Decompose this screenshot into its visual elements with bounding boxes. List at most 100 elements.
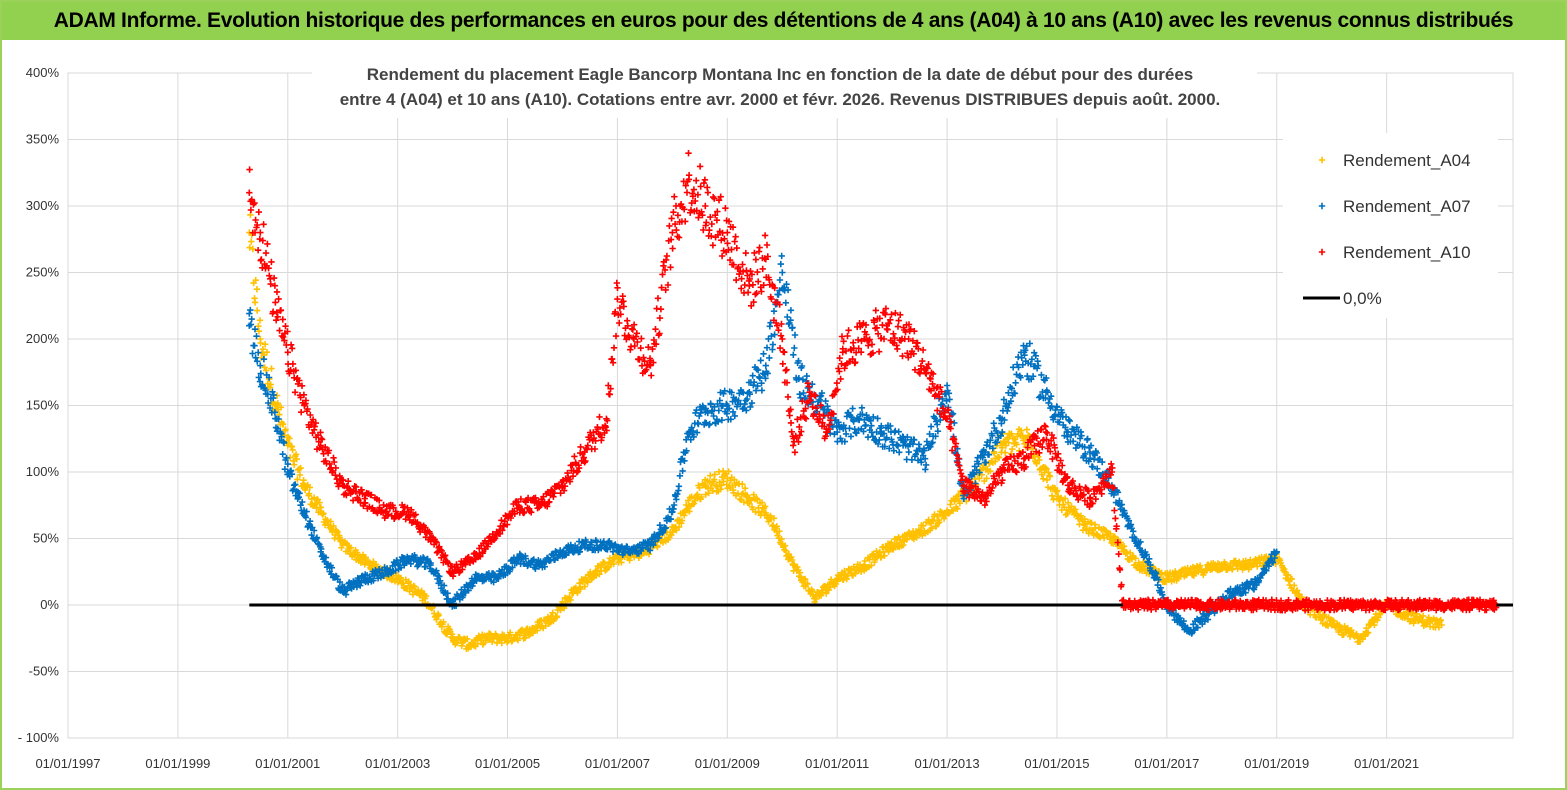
legend-label: Rendement_A04 [1343,151,1471,170]
data-point [336,534,343,541]
data-point [879,321,886,329]
data-point [782,299,789,306]
data-point [251,326,259,333]
data-point [284,349,291,356]
data-point [708,220,715,228]
data-point [918,459,925,466]
data-point [1437,616,1444,624]
data-point [277,404,285,411]
data-point [896,449,903,456]
data-point [803,372,810,380]
data-point [263,349,271,356]
data-point [759,265,766,273]
data-point [1084,435,1091,442]
data-point [639,544,646,551]
data-point [861,557,869,565]
data-point [736,495,744,503]
data-point [1284,571,1292,579]
data-point [922,461,930,469]
data-point [749,372,756,379]
data-point [1000,396,1008,403]
data-point [752,256,760,263]
data-point [1038,371,1045,379]
data-point [705,489,712,497]
data-point [656,314,664,322]
data-point [268,258,275,266]
data-point [930,517,937,525]
data-point [683,189,691,196]
data-point [1047,393,1055,400]
data-point [265,374,273,381]
data-point [843,575,850,583]
data-point [717,486,724,493]
data-point [991,450,998,457]
data-point [1043,465,1050,473]
data-point [758,499,766,506]
data-point [890,330,897,337]
data-point [251,342,258,349]
data-point [1114,489,1122,496]
data-point [276,437,283,444]
y-tick-label: 250% [26,265,60,280]
data-point [1099,458,1106,466]
data-point [330,522,337,530]
data-point [1004,407,1011,415]
data-point [744,289,752,296]
data-point [254,307,261,314]
data-point [956,500,964,507]
data-point [247,206,255,214]
data-point [1081,516,1088,523]
y-tick-label: 50% [33,531,59,546]
data-point [1002,449,1009,456]
data-point [758,380,765,387]
data-point [415,586,422,594]
x-tick-label: 01/01/2019 [1244,756,1309,771]
data-point [920,452,927,459]
data-point [936,519,943,526]
data-point [440,618,447,626]
data-point [357,582,364,589]
data-point [247,321,255,328]
data-point [949,410,957,417]
data-point [776,344,784,352]
data-point [247,306,254,314]
data-point [310,527,318,534]
data-point [987,467,994,475]
data-point [784,313,791,321]
data-point [764,370,771,377]
data-point [1089,463,1096,471]
data-point [773,523,780,530]
data-point [1011,390,1019,397]
data-point [674,490,681,498]
data-point [648,372,655,379]
data-point [1041,422,1048,429]
data-point [875,348,883,355]
data-point [761,232,769,239]
data-point [1086,455,1094,462]
data-point [274,425,281,432]
data-point [779,335,786,343]
data-point [289,360,297,368]
data-point [789,324,796,331]
data-point [670,501,678,509]
data-point [433,567,440,574]
data-point [306,490,313,497]
data-point [996,414,1004,422]
data-point [715,407,722,414]
data-point [671,193,678,200]
chart-title-line: Rendement du placement Eagle Bancorp Mon… [367,65,1194,84]
data-point [267,381,274,388]
data-point [681,457,688,464]
data-point [1435,624,1443,631]
data-point [312,500,319,507]
data-point [618,559,625,566]
data-point [827,430,834,437]
data-point [662,524,669,532]
data-point [306,518,314,525]
data-point [756,244,763,251]
data-point [951,419,958,427]
data-point [1087,494,1094,501]
y-tick-label: 350% [26,132,60,147]
data-point [577,585,584,593]
data-point [777,332,785,339]
